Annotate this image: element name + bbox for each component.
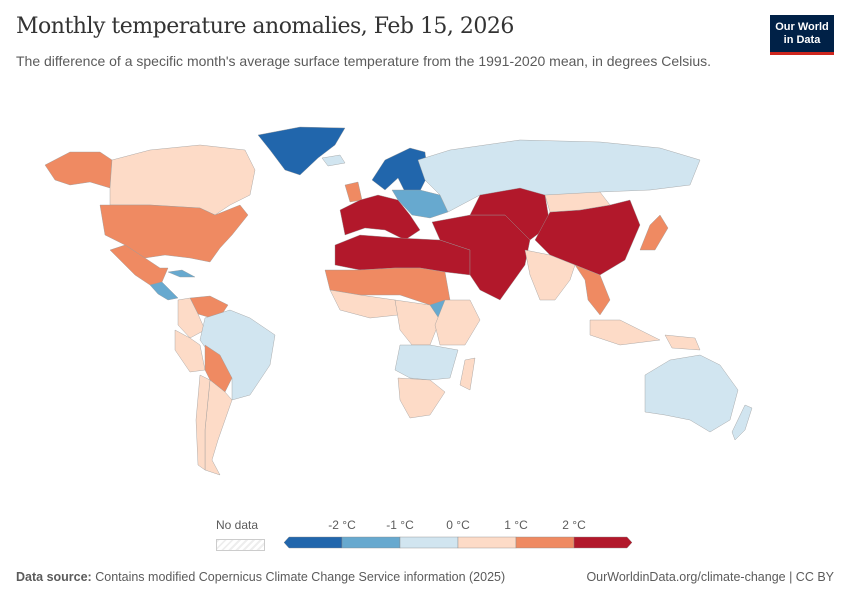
region-japan[interactable]: Japan [639, 214, 669, 251]
region-cuba[interactable]: Cuba [167, 269, 196, 278]
legend-bin[interactable] [515, 536, 575, 549]
legend-tick-label: 0 °C [446, 518, 470, 532]
region-madagascar[interactable]: Madagascar [459, 357, 476, 391]
chart-subtitle: The difference of a specific month's ave… [16, 53, 712, 69]
no-data-label: No data [216, 518, 259, 532]
region-alaska[interactable]: Alaska [44, 151, 113, 189]
legend-bin[interactable] [341, 536, 401, 549]
region-western-europe[interactable]: Western Europe [339, 194, 421, 241]
source-text: Contains modified Copernicus Climate Cha… [95, 570, 506, 584]
region-scandinavia[interactable]: Scandinavia [371, 147, 429, 196]
region-north-africa[interactable]: North Africa [334, 234, 471, 276]
legend-bin[interactable] [283, 536, 343, 549]
region-greenland[interactable]: Greenland [257, 126, 346, 176]
legend-tick-label: -2 °C [328, 518, 356, 532]
region-papua-new-guinea[interactable]: Papua New Guinea [664, 334, 701, 351]
legend-bin[interactable] [399, 536, 459, 549]
region-argentina[interactable]: Argentina [204, 379, 233, 476]
no-data-swatch [216, 539, 265, 551]
region-india[interactable]: India [524, 249, 576, 301]
chart-title: Monthly temperature anomalies, Feb 15, 2… [16, 14, 514, 39]
legend-tick-label: 2 °C [562, 518, 586, 532]
region-mongolia[interactable]: Mongolia [544, 191, 611, 213]
owid-logo[interactable]: Our World in Data [770, 15, 834, 55]
world-map: GreenlandAlaskaCanadaUnited StatesMexico… [44, 126, 753, 476]
region-united-kingdom[interactable]: United Kingdom [344, 181, 363, 203]
legend: No data -2 °C -1 °C 0 °C 1 °C 2 °C [0, 510, 850, 555]
data-source: Data source: Contains modified Copernicu… [16, 570, 505, 584]
region-australia[interactable]: Australia [644, 354, 739, 433]
legend-bin[interactable] [457, 536, 517, 549]
region-indonesia[interactable]: Indonesia [589, 319, 661, 346]
region-chile[interactable]: Chile [195, 374, 211, 471]
footer-link[interactable]: OurWorldinData.org/climate-change | CC B… [586, 570, 834, 584]
region-east-africa[interactable]: East Africa [434, 299, 481, 346]
legend-tick-label: 1 °C [504, 518, 528, 532]
region-mexico[interactable]: Mexico [109, 244, 169, 286]
source-label: Data source: [16, 570, 92, 584]
region-iceland[interactable]: Iceland [321, 154, 346, 167]
region-southern-africa[interactable]: Southern Africa [394, 344, 459, 381]
region-southeast-asia[interactable]: Southeast Asia [574, 264, 611, 316]
legend-tick-label: -1 °C [386, 518, 414, 532]
region-canada[interactable]: Canada [109, 144, 256, 216]
region-eastern-europe[interactable]: Eastern Europe [391, 189, 449, 219]
region-south-africa[interactable]: South Africa [397, 377, 446, 419]
legend-bin[interactable] [573, 536, 633, 549]
region-new-zealand[interactable]: New Zealand [731, 404, 753, 441]
region-central-america[interactable]: Central America [149, 281, 179, 301]
legend-color-bar [283, 536, 633, 549]
